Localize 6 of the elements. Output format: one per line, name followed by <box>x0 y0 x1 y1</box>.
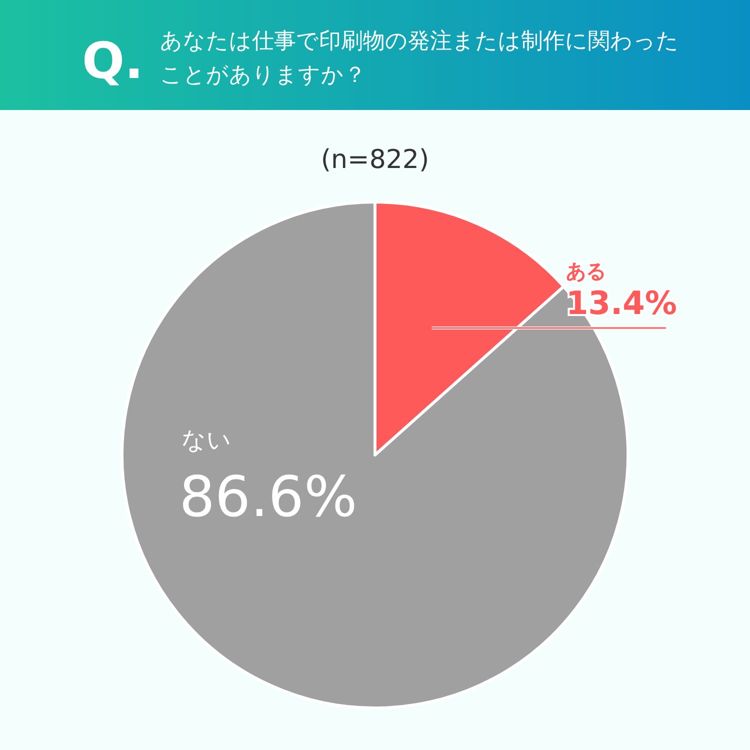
chart-subtitle: (n=822) <box>320 145 430 175</box>
slice-label: ある <box>566 259 606 283</box>
annotation: Q. <box>82 32 144 90</box>
chart-title: あなたは仕事で印刷物の発注または制作に関わったことがありますか？ <box>160 29 679 88</box>
slice-label: ない <box>181 426 232 454</box>
data-label: 86.6% <box>179 465 358 530</box>
